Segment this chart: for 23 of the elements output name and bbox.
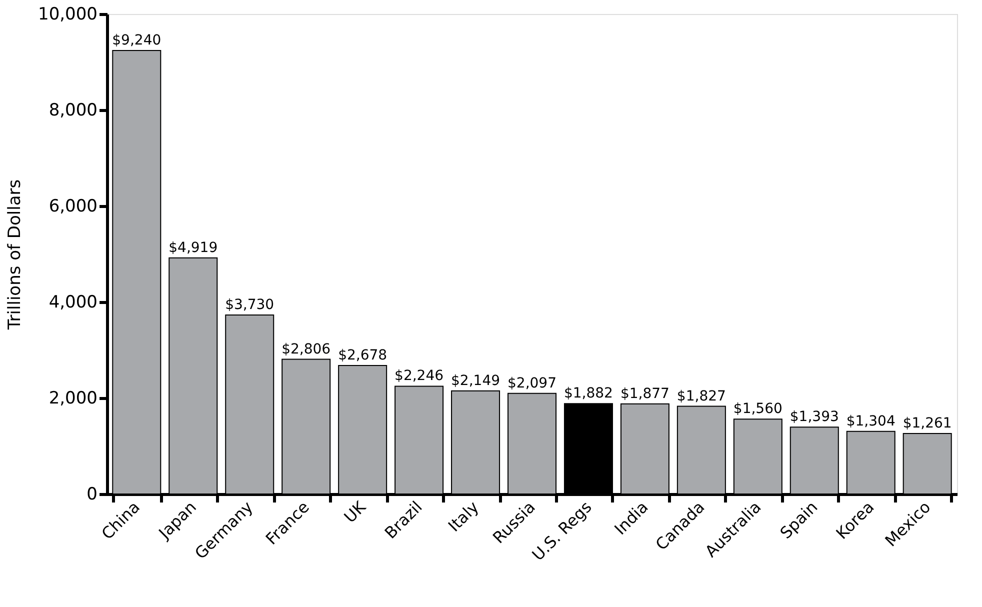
data-label: $1,393: [790, 409, 839, 426]
y-tick-label: 4,000: [48, 292, 98, 312]
data-label: $3,730: [225, 296, 274, 313]
y-tick-label: 6,000: [48, 196, 98, 216]
data-label: $1,261: [902, 415, 952, 432]
y-tick-label: 8,000: [48, 100, 98, 120]
x-tick-label: UK: [340, 497, 370, 527]
data-label: $4,919: [168, 240, 218, 256]
data-label: $1,560: [733, 401, 782, 418]
y-tick-label: 0: [86, 484, 98, 504]
data-label: $1,877: [620, 386, 670, 402]
data-label: $9,240: [112, 32, 162, 48]
data-label: $2,097: [508, 375, 556, 392]
data-label: $2,149: [451, 372, 500, 389]
y-tick-label: 10,000: [38, 4, 98, 24]
data-label: $1,827: [676, 388, 726, 404]
y-axis-title: Trillions of Dollars: [5, 179, 26, 331]
data-label: $2,678: [338, 347, 388, 364]
data-label: $2,246: [394, 368, 444, 384]
data-label: $1,882: [564, 386, 613, 402]
y-tick-label: 2,000: [48, 388, 98, 408]
data-label: $2,806: [282, 341, 331, 358]
data-label: $1,304: [846, 413, 896, 430]
